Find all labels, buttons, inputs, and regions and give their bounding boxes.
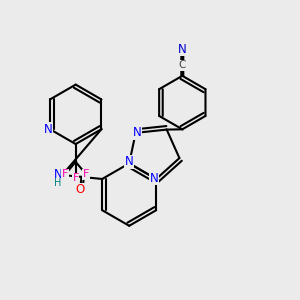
- Text: N: N: [53, 169, 62, 182]
- Text: N: N: [44, 123, 53, 136]
- Text: C: C: [178, 60, 186, 70]
- Text: F: F: [73, 173, 79, 183]
- Text: N: N: [149, 172, 158, 185]
- Text: H: H: [54, 178, 62, 188]
- Text: N: N: [133, 126, 142, 140]
- Text: N: N: [125, 155, 134, 168]
- Text: N: N: [178, 43, 187, 56]
- Text: F: F: [83, 169, 89, 179]
- Text: O: O: [75, 183, 85, 196]
- Text: F: F: [62, 169, 68, 179]
